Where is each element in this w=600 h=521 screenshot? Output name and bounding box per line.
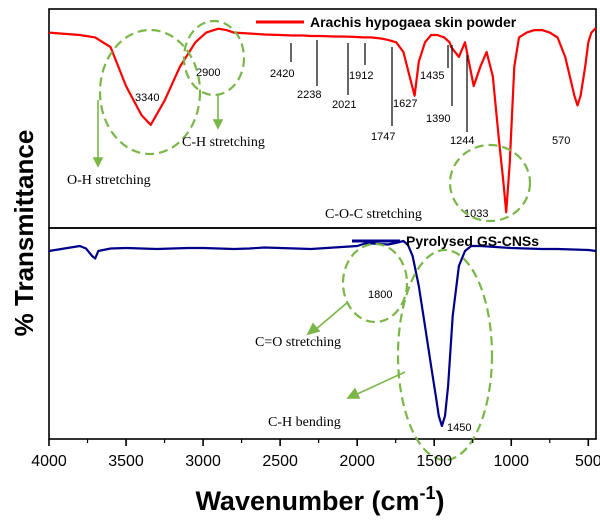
x-axis-title: Wavenumber (cm-1) <box>195 483 444 516</box>
peak-label-2021: 2021 <box>332 99 356 111</box>
x-tick-label-3500: 3500 <box>108 453 144 470</box>
peak-label-1800: 1800 <box>368 289 392 301</box>
highlight-ellipse-co <box>341 242 409 324</box>
x-tick-label-3000: 3000 <box>185 453 221 470</box>
peak-label-2238: 2238 <box>297 89 321 101</box>
peak-label-1244: 1244 <box>450 135 474 147</box>
arrowhead-co <box>306 322 321 336</box>
x-axis-ticks <box>48 439 590 446</box>
x-axis-title-sup: -1 <box>420 483 436 503</box>
arrowhead-oh <box>92 157 104 168</box>
annotation-co-stretching: C=O stretching <box>255 335 341 350</box>
annotation-coc-stretching: C-O-C stretching <box>325 207 422 222</box>
legend-label-gs-cnss: Pyrolysed GS-CNSs <box>406 233 539 249</box>
annotation-ch-bending: C-H bending <box>268 415 341 430</box>
x-tick-label-2500: 2500 <box>262 453 298 470</box>
top-panel-frame <box>48 8 597 229</box>
bottom-panel-frame <box>48 227 597 440</box>
peak-markers <box>290 40 468 132</box>
peak-label-1390: 1390 <box>426 113 450 125</box>
arrow-co <box>314 301 349 331</box>
y-axis-title: % Transmittance <box>9 130 39 337</box>
peak-label-2900: 2900 <box>196 67 220 79</box>
x-axis-title-main: Wavenumber (cm <box>195 486 419 516</box>
peak-label-2420: 2420 <box>270 68 294 80</box>
x-tick-label-2000: 2000 <box>339 453 375 470</box>
annotation-oh-stretching: O-H stretching <box>67 173 151 188</box>
x-tick-label-4000: 4000 <box>31 453 67 470</box>
peak-label-1435: 1435 <box>420 70 444 82</box>
x-tick-label-1000: 1000 <box>493 453 529 470</box>
x-axis-title-close: ) <box>436 486 445 516</box>
arrowhead-chbend <box>346 387 361 399</box>
x-axis-tick-labels: 4000 3500 3000 2500 2000 1500 1000 500 <box>31 453 600 470</box>
peak-label-1912: 1912 <box>349 70 373 82</box>
highlight-ellipse-coc <box>448 143 532 223</box>
peak-label-570: 570 <box>552 135 570 147</box>
peak-label-3340: 3340 <box>135 92 159 104</box>
series-line-gs-cnss <box>48 239 597 428</box>
highlight-ellipse-chbend <box>396 248 494 462</box>
arrowhead-ch <box>212 119 224 130</box>
x-tick-label-1500: 1500 <box>416 453 452 470</box>
series-line-arachis <box>48 26 597 214</box>
highlight-ellipse-oh <box>98 28 202 156</box>
x-tick-label-500: 500 <box>575 453 600 470</box>
peak-label-1747: 1747 <box>371 131 395 143</box>
peak-label-1033: 1033 <box>464 208 488 220</box>
arrow-chbend <box>354 371 406 396</box>
peak-label-1450: 1450 <box>447 422 471 434</box>
legend-label-arachis: Arachis hypogaea skin powder <box>310 14 517 30</box>
annotation-ch-stretching: C-H stretching <box>182 135 265 150</box>
highlight-ellipse-ch <box>182 19 246 97</box>
peak-label-1627: 1627 <box>393 98 417 110</box>
